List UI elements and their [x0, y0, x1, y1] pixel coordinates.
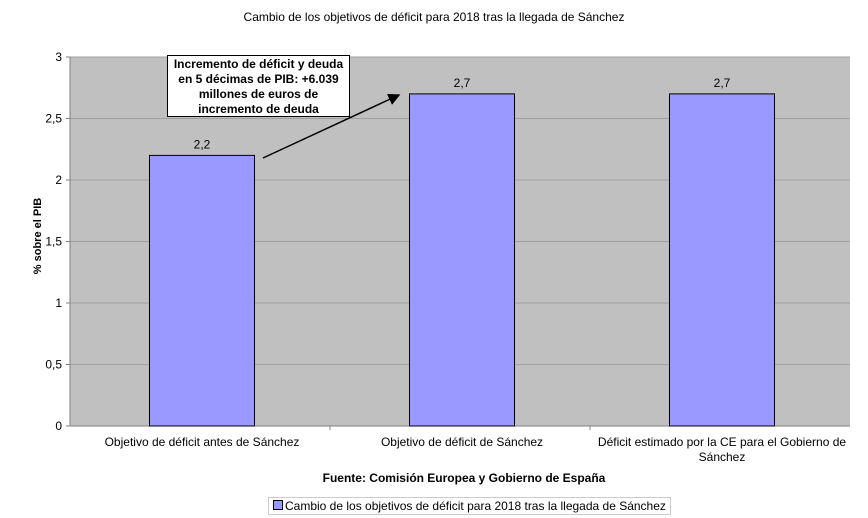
y-tick-label: 3 [55, 50, 62, 64]
y-tick-label: 2 [55, 173, 62, 187]
chart-title: Cambio de los objetivos de déficit para … [243, 10, 625, 24]
legend-swatch [273, 500, 283, 510]
x-axis-label: Fuente: Comisión Europea y Gobierno de E… [322, 471, 606, 485]
data-label: 2,2 [194, 137, 211, 151]
data-label: 2,7 [714, 76, 731, 90]
x-tick-label: Objetivo de déficit de Sánchez [380, 435, 544, 449]
x-tick-label: Objetivo de déficit antes de Sánchez [104, 435, 300, 449]
y-tick-label: 2,5 [45, 112, 62, 126]
bar [669, 93, 775, 427]
annotation-box: Incremento de déficit y deuda en 5 décim… [167, 55, 350, 117]
bar [409, 93, 515, 427]
legend: Cambio de los objetivos de déficit para … [268, 497, 671, 515]
annotation-arrow [262, 93, 401, 159]
x-tick-label: Déficit estimado por la CE para el Gobie… [597, 435, 847, 464]
y-tick-label: 0,5 [45, 358, 62, 372]
bar [149, 154, 255, 427]
y-axis-label: % sobre el PIB [32, 197, 44, 275]
y-tick-label: 0 [55, 419, 62, 433]
y-tick-label: 1,5 [45, 235, 62, 249]
y-tick-label: 1 [55, 296, 62, 310]
legend-label: Cambio de los objetivos de déficit para … [285, 499, 666, 513]
data-label: 2,7 [454, 76, 471, 90]
